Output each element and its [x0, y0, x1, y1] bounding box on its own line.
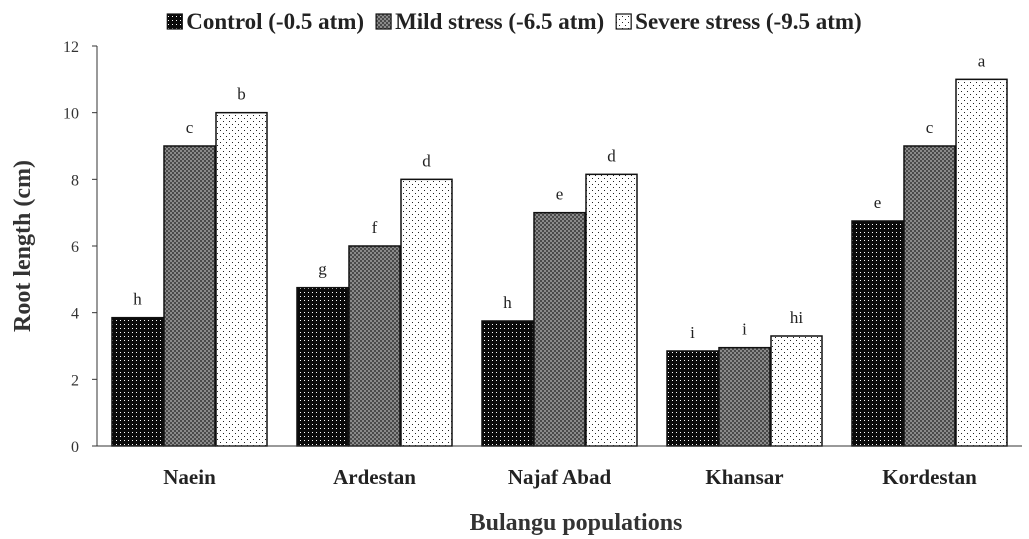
legend-swatch — [375, 13, 392, 30]
bar-significance-letter: c — [186, 118, 194, 137]
bar-significance-letter: d — [607, 146, 616, 165]
bar-significance-letter: e — [556, 185, 564, 204]
bar-significance-letter: h — [503, 293, 512, 312]
bar-significance-letter: c — [926, 118, 934, 137]
legend: Control (-0.5 atm) Mild stress (-6.5 atm)… — [166, 9, 862, 34]
category-label: Naein — [163, 465, 216, 489]
y-tick-label: 6 — [71, 239, 79, 256]
bars: h c b g f d h e d i i hi e c a — [111, 51, 1008, 447]
y-axis-title: Root length (cm) — [10, 160, 36, 332]
legend-label: Mild stress (-6.5 atm) — [395, 9, 604, 34]
y-axis: 0 2 4 6 8 10 12 — [63, 39, 98, 456]
bar-significance-letter: d — [422, 151, 431, 170]
y-tick-label: 12 — [63, 39, 79, 56]
legend-label: Severe stress (-9.5 atm) — [635, 9, 862, 34]
bar-ardestan-series-1 — [296, 286, 349, 447]
bar-significance-letter: i — [742, 320, 747, 339]
y-tick-label: 10 — [63, 106, 79, 123]
bar-khansar-series-2 — [718, 346, 771, 447]
category-label: Najaf Abad — [508, 465, 612, 489]
bar-significance-letter: hi — [790, 308, 804, 327]
legend-swatch — [166, 13, 183, 30]
bar-significance-letter: b — [237, 85, 246, 104]
y-tick-label: 0 — [71, 439, 79, 456]
category-label: Kordestan — [882, 465, 977, 489]
bar-kordestan-series-3 — [955, 78, 1008, 447]
bar-significance-letter: h — [133, 290, 142, 309]
y-tick-label: 8 — [71, 172, 79, 189]
bar-naein-series-3 — [215, 111, 268, 447]
bar-kordestan-series-1 — [851, 220, 904, 447]
legend-swatch — [615, 13, 632, 30]
legend-label: Control (-0.5 atm) — [186, 9, 364, 34]
bar-najaf-abad-series-3 — [585, 173, 638, 447]
bar-significance-letter: i — [690, 323, 695, 342]
bar-ardestan-series-2 — [348, 245, 401, 447]
bar-significance-letter: e — [874, 193, 882, 212]
category-label: Khansar — [705, 465, 783, 489]
x-axis: Naein Ardestan Najaf Abad Khansar Kordestan — [97, 445, 1022, 489]
bar-naein-series-2 — [163, 145, 216, 447]
bar-significance-letter: a — [978, 51, 986, 70]
bar-ardestan-series-3 — [400, 178, 453, 447]
bar-significance-letter: g — [318, 260, 327, 279]
bar-najaf-abad-series-1 — [481, 320, 534, 447]
bar-naein-series-1 — [111, 316, 164, 447]
bar-khansar-series-1 — [666, 350, 719, 447]
x-axis-title: Bulangu populations — [470, 510, 683, 536]
category-label: Ardestan — [333, 465, 416, 489]
y-tick-label: 2 — [71, 372, 79, 389]
bar-significance-letter: f — [372, 218, 378, 237]
bar-najaf-abad-series-2 — [533, 211, 586, 447]
bar-kordestan-series-2 — [903, 145, 956, 447]
bar-khansar-series-3 — [770, 335, 823, 447]
y-tick-label: 4 — [71, 306, 79, 323]
